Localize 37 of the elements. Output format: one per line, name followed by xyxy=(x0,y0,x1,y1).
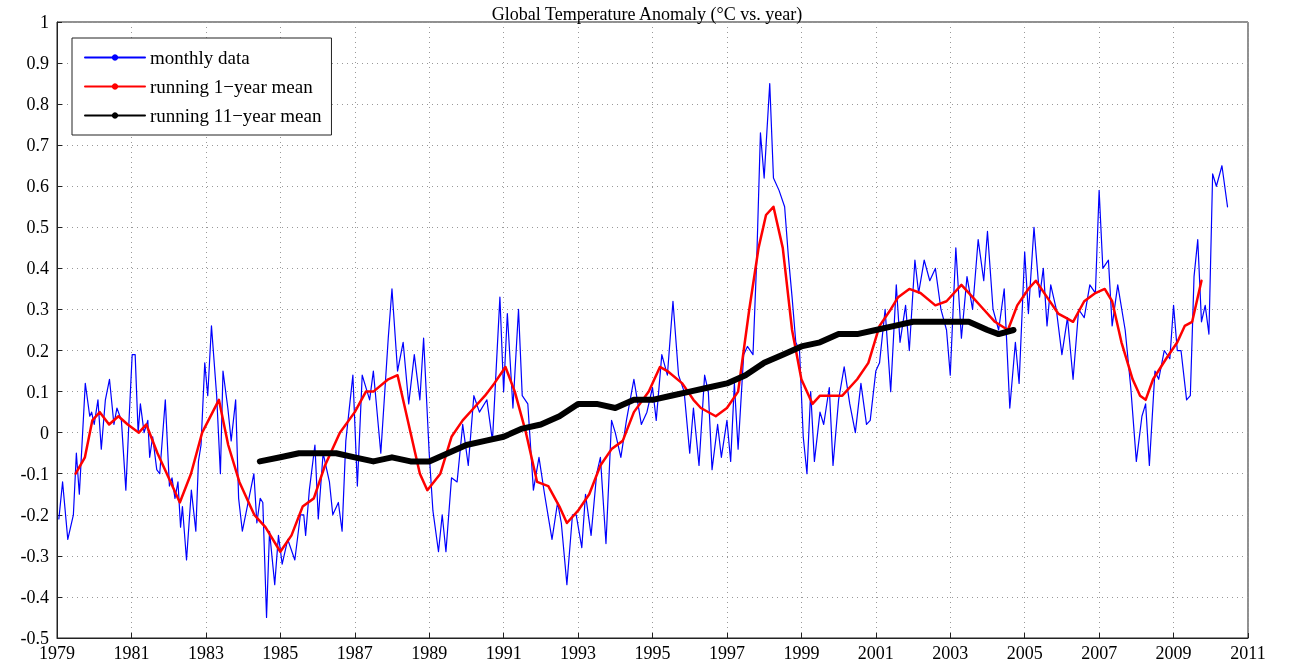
x-tick-label: 2009 xyxy=(1155,643,1192,663)
x-tick-label: 1993 xyxy=(560,643,597,663)
y-tick-label: 0.7 xyxy=(26,135,49,156)
x-tick-label: 1981 xyxy=(113,643,150,663)
y-tick-label: 1 xyxy=(40,12,49,32)
x-tick-label: 1989 xyxy=(411,643,448,663)
y-tick-label: -0.4 xyxy=(20,586,49,607)
y-tick-label: -0.3 xyxy=(20,545,49,566)
y-tick-label: 0.1 xyxy=(26,381,49,402)
x-tick-label: 2005 xyxy=(1006,643,1043,663)
y-tick-label: 0.8 xyxy=(26,94,49,115)
line-series xyxy=(74,205,1203,554)
y-tick-label: 0.5 xyxy=(26,217,49,238)
y-tick-label: 0.2 xyxy=(26,340,49,361)
y-tick-label: 0.6 xyxy=(26,176,49,197)
x-tick-label: 1983 xyxy=(187,643,224,663)
y-tick-label: 0 xyxy=(40,422,49,443)
x-tick-label: 1979 xyxy=(39,643,75,663)
legend-label: running 11−year mean xyxy=(150,105,322,126)
x-tick-label: 1987 xyxy=(336,643,373,663)
x-tick-label: 1985 xyxy=(262,643,299,663)
x-tick-label: 2001 xyxy=(857,643,894,663)
x-tick-label: 1997 xyxy=(708,643,745,663)
x-tick-label: 2011 xyxy=(1230,643,1266,663)
y-tick-label: 0.3 xyxy=(26,299,49,320)
y-tick-label: -0.1 xyxy=(20,463,49,484)
legend-label: monthly data xyxy=(150,47,251,68)
y-tick-label: -0.2 xyxy=(20,504,49,525)
x-tick-label: 2003 xyxy=(932,643,969,663)
x-tick-label: 1999 xyxy=(783,643,820,663)
y-tick-label: 0.9 xyxy=(26,53,49,74)
x-tick-label: 1991 xyxy=(485,643,522,663)
x-tick-label: 1995 xyxy=(634,643,671,663)
chart-title: Global Temperature Anomaly (°C vs. year) xyxy=(491,4,803,25)
legend-label: running 1−year mean xyxy=(150,76,314,97)
x-tick-label: 2007 xyxy=(1081,643,1118,663)
y-tick-label: 0.4 xyxy=(26,258,49,279)
